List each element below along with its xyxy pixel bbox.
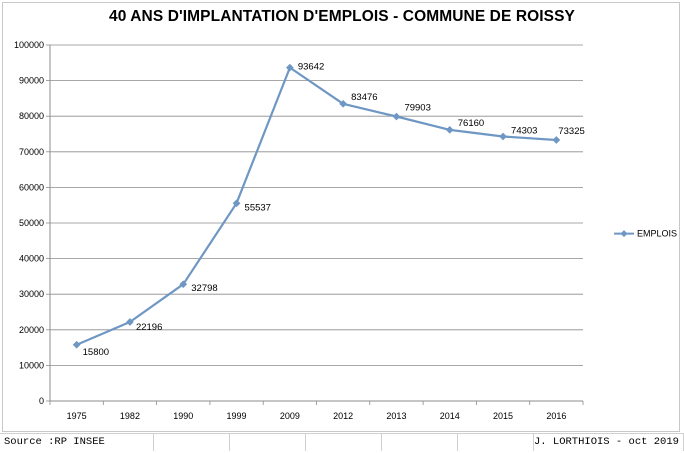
data-point-marker — [125, 318, 134, 326]
footer-cell — [0, 433, 154, 451]
x-tick-label: 2014 — [440, 411, 460, 421]
series-line — [76, 66, 557, 346]
y-tick-label: 40000 — [19, 254, 44, 264]
footer-cell — [154, 433, 230, 451]
data-point-marker — [552, 136, 561, 144]
data-point-marker — [445, 125, 454, 134]
data-point-marker — [392, 112, 401, 121]
footer-cell — [306, 433, 382, 451]
source-note: Source :RP INSEE — [4, 436, 105, 448]
data-point-marker — [179, 280, 188, 289]
data-label: 79903 — [404, 103, 430, 114]
author-note: J. LORTHIOIS - oct 2019 — [534, 436, 679, 448]
data-label: 55537 — [245, 202, 271, 213]
data-label: 73325 — [558, 126, 584, 137]
x-tick-label: 1999 — [227, 411, 247, 421]
y-tick-label: 80000 — [19, 111, 44, 121]
y-tick-label: 20000 — [19, 325, 44, 335]
data-label: 93642 — [298, 62, 324, 73]
data-label: 74303 — [511, 125, 537, 136]
chart-title: 40 ANS D'IMPLANTATION D'EMPLOIS - COMMUN… — [108, 8, 575, 25]
y-tick-label: 10000 — [19, 360, 44, 370]
chart-frame — [2, 2, 680, 432]
x-tick-label: 1982 — [120, 411, 140, 421]
legend-label: EMPLOIS — [637, 229, 677, 239]
x-tick-label: 2012 — [333, 411, 353, 421]
data-label: 76160 — [458, 118, 484, 129]
y-tick-label: 70000 — [19, 147, 44, 157]
axes — [46, 44, 584, 405]
y-tick-label: 60000 — [19, 182, 44, 192]
data-labels: 15800 22196 32798 55537 93642 83476 79903 76160… — [83, 62, 585, 358]
footer-cell — [230, 433, 306, 451]
data-point-marker — [499, 132, 508, 141]
y-tick-label: 90000 — [19, 76, 44, 86]
legend: EMPLOIS — [614, 229, 677, 239]
y-axis-ticks: 0 10000 20000 30000 40000 50000 60000 70000 8000… — [14, 40, 44, 406]
x-tick-label: 2013 — [386, 411, 406, 421]
y-tick-label: 100000 — [14, 40, 44, 50]
y-tick-label: 0 — [39, 396, 44, 406]
series-emplois — [72, 63, 561, 349]
x-axis-ticks: 1975 1982 1990 1999 2009 2012 2013 2014 2015 2016 — [67, 411, 567, 421]
data-point-marker — [232, 199, 241, 208]
x-tick-label: 2015 — [493, 411, 513, 421]
x-tick-label: 1990 — [173, 411, 193, 421]
gridlines — [50, 44, 583, 366]
data-point-marker — [339, 99, 348, 108]
x-tick-label: 2016 — [546, 411, 566, 421]
chart-canvas: 0 10000 20000 30000 40000 50000 60000 70000 8000… — [14, 40, 677, 421]
y-tick-label: 50000 — [19, 218, 44, 228]
data-label: 15800 — [83, 347, 109, 358]
data-point-marker — [285, 63, 294, 72]
data-label: 83476 — [351, 92, 377, 103]
footer-cell — [382, 433, 458, 451]
x-tick-label: 1975 — [67, 411, 87, 421]
footer-cell — [458, 433, 534, 451]
x-tick-label: 2009 — [280, 411, 300, 421]
y-tick-label: 30000 — [19, 289, 44, 299]
data-label: 22196 — [136, 322, 162, 333]
data-label: 32798 — [191, 283, 217, 294]
data-point-marker — [72, 340, 81, 349]
legend-marker — [620, 230, 628, 238]
